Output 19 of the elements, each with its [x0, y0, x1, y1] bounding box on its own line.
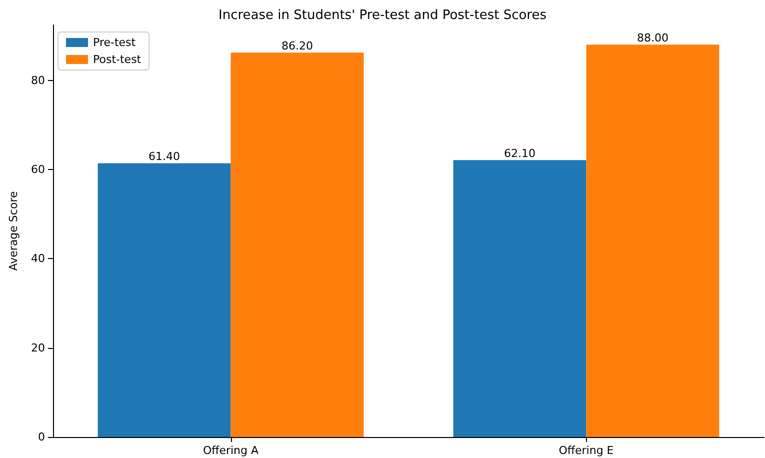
x-tick-label: Offering A [202, 444, 259, 457]
bar [230, 52, 364, 437]
y-tick-label: 20 [31, 341, 45, 354]
legend-label: Post-test [93, 53, 142, 66]
y-tick-label: 40 [31, 252, 45, 266]
legend-label: Pre-test [93, 36, 136, 49]
bar [98, 163, 231, 437]
bar [586, 44, 720, 437]
y-tick-label: 0 [38, 430, 45, 444]
data-label: 86.20 [281, 40, 313, 53]
y-tick-label: 60 [31, 162, 45, 176]
x-tick-label: Offering E [558, 444, 614, 457]
data-label: 88.00 [636, 32, 668, 45]
bar [453, 160, 586, 437]
data-label: 62.10 [504, 147, 536, 160]
y-axis-title: Average Score [7, 191, 20, 271]
chart-title: Increase in Students' Pre-test and Post-test Scores [218, 8, 547, 23]
data-label: 61.40 [148, 150, 180, 164]
y-tick-label: 80 [31, 74, 45, 87]
